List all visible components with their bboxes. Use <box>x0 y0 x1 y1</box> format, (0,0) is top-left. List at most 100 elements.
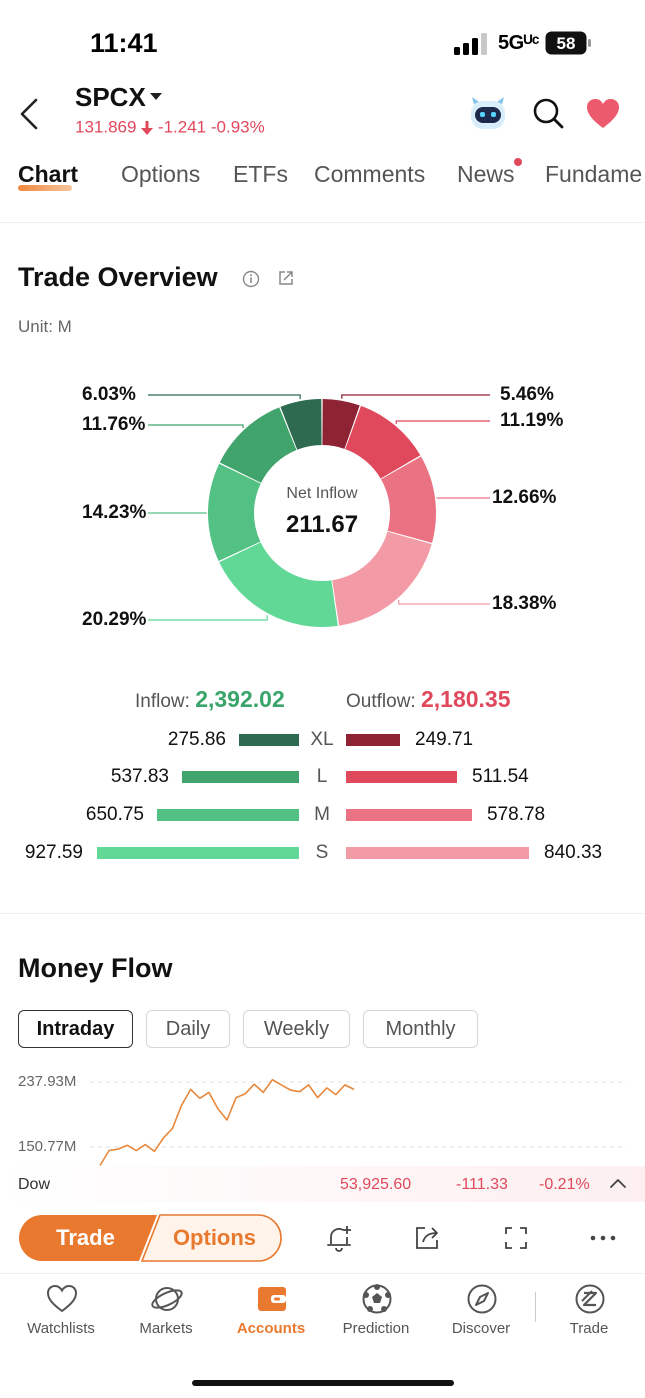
active-tab-indicator <box>18 185 72 191</box>
status-time: 11:41 <box>90 28 158 58</box>
price-change: -1.241 <box>157 117 207 137</box>
period-intraday-button[interactable]: Intraday <box>18 1010 133 1048</box>
inflow-label: Inflow: <box>135 691 190 712</box>
nav-discover[interactable]: Discover <box>431 1282 531 1342</box>
tab-fundamentals[interactable]: Fundame <box>545 161 643 187</box>
pct-label-outflow-m: 12.66% <box>492 487 557 508</box>
outflow-xl-value: 249.71 <box>415 729 474 750</box>
chevron-up-icon[interactable] <box>608 1176 628 1190</box>
inflow-summary: Inflow: 2,392.02 <box>135 686 285 713</box>
outflow-total: 2,180.35 <box>420 686 511 712</box>
nav-separator <box>535 1292 536 1322</box>
trade-overview-title: Trade Overview <box>18 262 218 292</box>
donut-slice-outflow-l <box>345 405 421 479</box>
ai-assistant-robot-icon[interactable] <box>466 94 510 132</box>
divider <box>0 1273 645 1274</box>
money-flow-line-chart <box>90 1078 627 1166</box>
tab-etfs[interactable]: ETFs <box>233 161 288 187</box>
nav-accounts[interactable]: Accounts <box>221 1282 321 1342</box>
pct-label-outflow-s: 18.38% <box>492 593 557 614</box>
nav-watchlists-label: Watchlists <box>27 1320 95 1337</box>
fullscreen-icon[interactable] <box>502 1224 530 1252</box>
share-icon[interactable] <box>277 269 295 287</box>
index-change-pct: -0.21% <box>539 1176 590 1193</box>
outflow-s-bar <box>346 847 529 859</box>
unit-label: Unit: M <box>18 317 72 336</box>
inflow-l-value: 537.83 <box>110 766 169 787</box>
inflow-m-bar <box>157 809 299 821</box>
leader-line-inflow-l <box>148 424 244 428</box>
index-change: -111.33 <box>456 1176 508 1193</box>
favorite-heart-icon[interactable] <box>585 97 621 131</box>
money-flow-title: Money Flow <box>18 953 173 983</box>
outflow-summary: Outflow: 2,180.35 <box>346 686 511 713</box>
inflow-l-bar <box>182 771 299 783</box>
battery-level: 58 <box>557 34 576 53</box>
net-inflow-value: 211.67 <box>285 511 359 538</box>
tab-comments[interactable]: Comments <box>314 161 426 187</box>
cellular-signal-icon <box>454 33 487 55</box>
caret-down-icon[interactable] <box>147 89 165 103</box>
network-type: 5Gᵁᶜ <box>498 32 539 54</box>
wallet-icon <box>258 1287 286 1311</box>
nav-prediction[interactable]: Prediction <box>326 1282 426 1342</box>
leader-line-inflow-m <box>148 512 207 514</box>
index-value: 53,925.60 <box>340 1176 412 1193</box>
inflow-total: 2,392.02 <box>195 686 285 712</box>
options-button[interactable]: Options <box>172 1225 257 1250</box>
divider <box>0 913 645 914</box>
ticker-symbol[interactable]: SPCX <box>75 82 146 112</box>
trade-button[interactable]: Trade <box>56 1225 115 1250</box>
more-options-icon[interactable] <box>589 1224 617 1252</box>
donut-slice-inflow-m <box>208 463 261 562</box>
outflow-xl-bar <box>346 734 400 746</box>
period-daily-button[interactable]: Daily <box>146 1010 230 1048</box>
divider <box>0 222 645 223</box>
tab-chart[interactable]: Chart <box>18 161 79 187</box>
nav-accounts-label: Accounts <box>236 1320 306 1337</box>
pct-label-outflow-l: 11.19% <box>500 410 564 431</box>
planet-icon <box>151 1287 183 1311</box>
outflow-l-value: 511.54 <box>472 766 529 787</box>
bell-plus-icon[interactable] <box>325 1224 353 1252</box>
outflow-label: Outflow: <box>346 691 416 712</box>
leader-line-outflow-s <box>398 600 490 605</box>
info-icon[interactable] <box>242 270 260 288</box>
heart-outline-icon <box>46 1284 78 1313</box>
trade-circle-icon <box>575 1284 605 1314</box>
price-quote: 131.869 -1.241 -0.93% <box>75 117 265 138</box>
period-weekly-button[interactable]: Weekly <box>243 1010 350 1048</box>
outflow-l-bar <box>346 771 457 783</box>
pct-label-outflow-xl: 5.46% <box>500 384 554 405</box>
leader-line-inflow-xl <box>148 394 301 400</box>
index-ticker-bar[interactable] <box>0 1166 645 1202</box>
pct-label-inflow-m: 14.23% <box>82 502 147 523</box>
leader-line-inflow-s <box>148 615 268 621</box>
pct-label-inflow-xl: 6.03% <box>82 384 136 405</box>
last-price: 131.869 <box>75 117 137 137</box>
money-flow-series-line <box>99 1078 355 1166</box>
leader-line-outflow-xl <box>341 394 490 399</box>
nav-markets[interactable]: Markets <box>116 1282 216 1342</box>
battery-icon: 58 <box>545 31 591 55</box>
tab-options[interactable]: Options <box>121 161 201 187</box>
period-monthly-button[interactable]: Monthly <box>363 1010 478 1048</box>
trade-overview-donut-chart <box>148 394 490 627</box>
nav-watchlists[interactable]: Watchlists <box>11 1282 111 1342</box>
inflow-xl-value: 275.86 <box>167 729 226 750</box>
share-out-icon[interactable] <box>413 1224 441 1252</box>
search-icon[interactable] <box>530 95 566 131</box>
size-s-label: S <box>315 842 329 863</box>
soccer-ball-icon <box>362 1284 392 1314</box>
tab-bar: Chart Options ETFs Comments News Fundame <box>0 155 645 203</box>
donut-slice-outflow-xl <box>322 399 360 449</box>
nav-trade-label: Trade <box>569 1320 609 1337</box>
tab-news[interactable]: News <box>457 161 515 187</box>
donut-slice-outflow-s <box>332 531 432 626</box>
back-icon[interactable] <box>14 94 48 134</box>
nav-trade[interactable]: Trade <box>539 1282 639 1342</box>
leader-line-outflow-l <box>395 420 490 424</box>
net-inflow-label: Net Inflow <box>286 485 358 502</box>
compass-icon <box>467 1284 497 1314</box>
status-bar: 11:41 5Gᵁᶜ 58 <box>0 0 645 80</box>
